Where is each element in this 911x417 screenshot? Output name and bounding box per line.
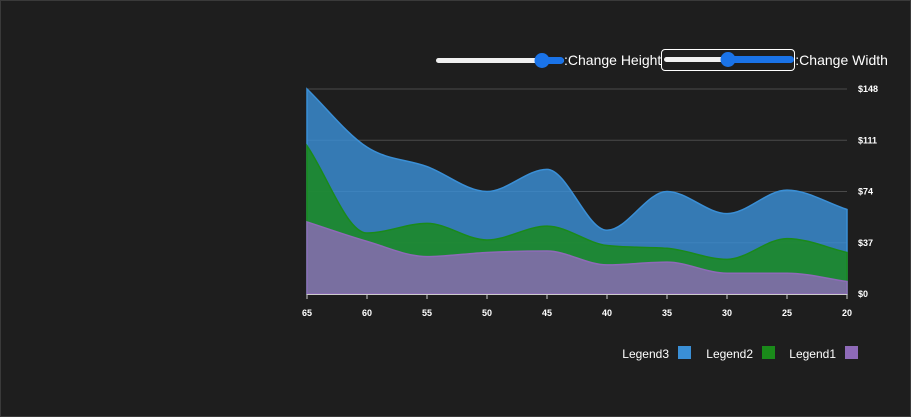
chart-controls: :Change Height :Change Width bbox=[436, 48, 888, 72]
y-tick-label: $37 bbox=[858, 238, 873, 248]
width-slider-thumb[interactable] bbox=[720, 52, 736, 67]
x-tick-label: 65 bbox=[302, 308, 312, 318]
y-tick-label: $111 bbox=[858, 135, 877, 145]
width-slider-fill bbox=[728, 56, 795, 63]
legend-item-legend1[interactable]: Legend1 bbox=[789, 346, 858, 361]
height-slider-thumb[interactable] bbox=[534, 53, 550, 68]
x-tick-label: 40 bbox=[602, 308, 612, 318]
axes: $0 $37 $74 $111 $148 65 60 55 50 45 40 35 30 25 20 bbox=[302, 84, 878, 318]
x-tick-label: 30 bbox=[722, 308, 732, 318]
x-tick-label: 20 bbox=[842, 308, 852, 318]
legend-label: Legend3 bbox=[622, 347, 669, 361]
area-series bbox=[306, 87, 848, 295]
y-tick-label: $148 bbox=[858, 84, 878, 94]
x-tick-label: 50 bbox=[482, 308, 492, 318]
legend-item-legend2[interactable]: Legend2 bbox=[706, 346, 775, 361]
x-tick-label: 45 bbox=[542, 308, 552, 318]
x-tick-label: 35 bbox=[662, 308, 672, 318]
x-tick-label: 60 bbox=[362, 308, 372, 318]
height-slider-label: :Change Height bbox=[564, 52, 662, 68]
legend: Legend3 Legend2 Legend1 bbox=[622, 346, 858, 361]
legend-swatch bbox=[678, 346, 691, 359]
height-slider-fill bbox=[542, 57, 564, 64]
x-tick-label: 55 bbox=[422, 308, 432, 318]
legend-label: Legend2 bbox=[706, 347, 753, 361]
x-tick-label: 25 bbox=[782, 308, 792, 318]
legend-swatch bbox=[762, 346, 775, 359]
area-legend1[interactable] bbox=[306, 220, 848, 295]
y-tick-label: $0 bbox=[858, 289, 868, 299]
legend-label: Legend1 bbox=[789, 347, 836, 361]
height-slider[interactable] bbox=[436, 51, 564, 69]
legend-item-legend3[interactable]: Legend3 bbox=[622, 346, 691, 361]
legend-swatch bbox=[845, 346, 858, 359]
width-slider[interactable] bbox=[661, 49, 796, 71]
width-slider-label: :Change Width bbox=[795, 52, 888, 68]
y-tick-label: $74 bbox=[858, 187, 873, 197]
height-slider-track bbox=[436, 58, 564, 63]
